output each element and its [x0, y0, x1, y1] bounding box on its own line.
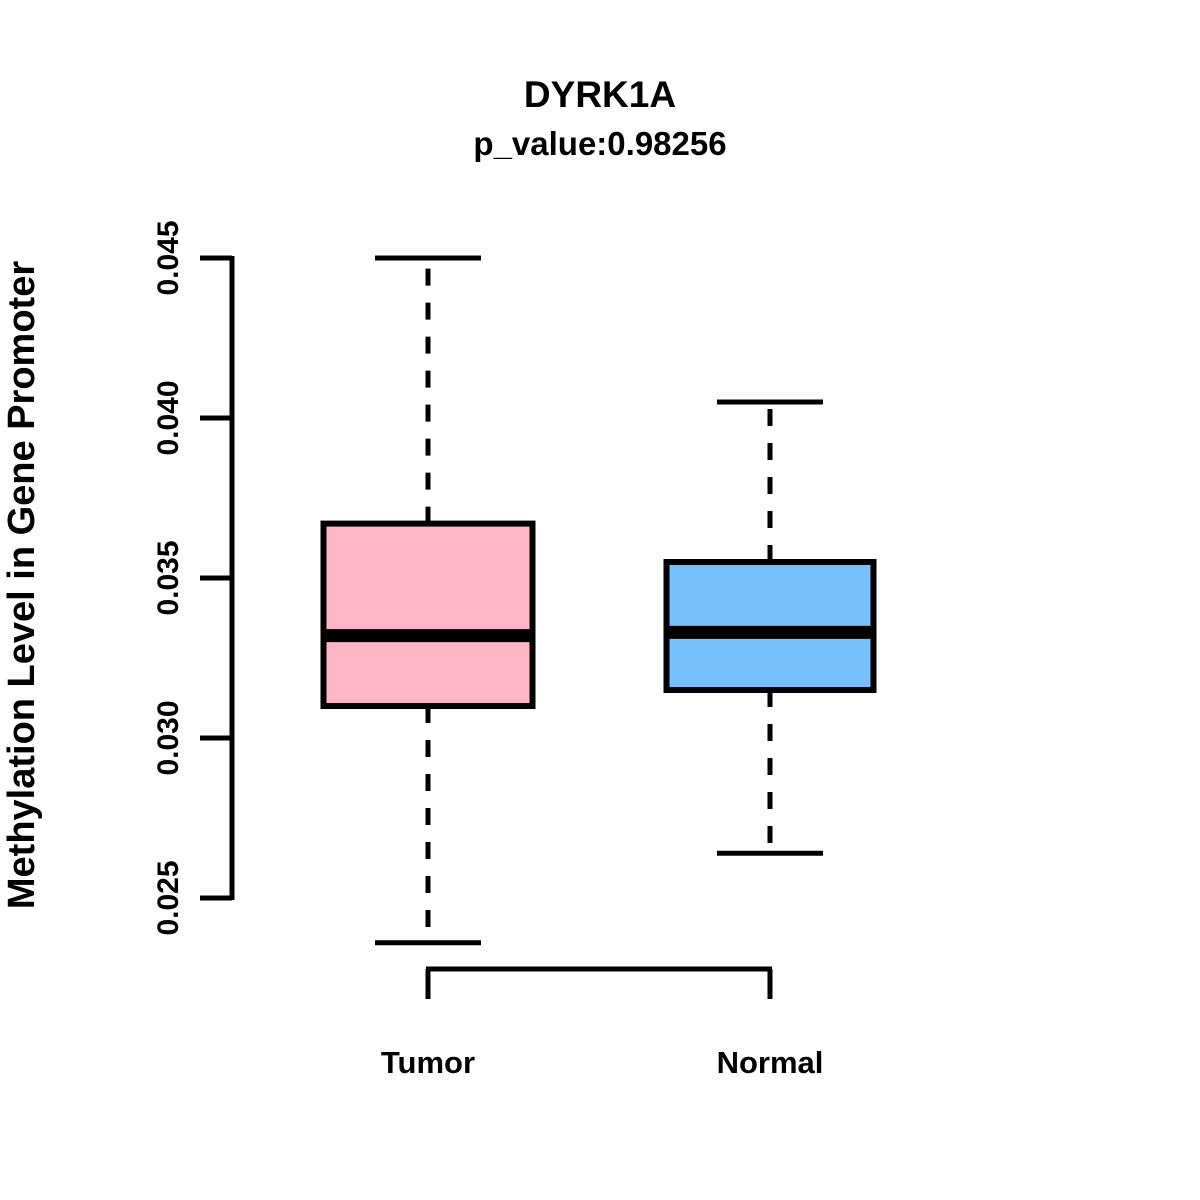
y-tick-label-1: 0.030	[152, 700, 185, 775]
y-axis: 0.045 0.040 0.035 0.030 0.025	[152, 220, 235, 936]
chart-title: DYRK1A	[524, 74, 676, 115]
y-tick-label-0: 0.025	[152, 860, 185, 935]
y-tick-label-3: 0.040	[152, 380, 185, 455]
y-tick-label-4: 0.045	[152, 220, 185, 295]
y-axis-label: Methylation Level in Gene Promoter	[1, 261, 43, 909]
x-tick-label-tumor: Tumor	[381, 1045, 475, 1080]
x-tick-label-normal: Normal	[717, 1045, 824, 1080]
box-group-tumor	[320, 255, 536, 946]
chart-subtitle: p_value:0.98256	[473, 125, 726, 162]
y-tick-label-2: 0.035	[152, 540, 185, 615]
box-group-normal	[663, 399, 877, 856]
x-axis: Tumor Normal	[381, 966, 824, 1080]
box-iqr-tumor	[320, 520, 536, 709]
